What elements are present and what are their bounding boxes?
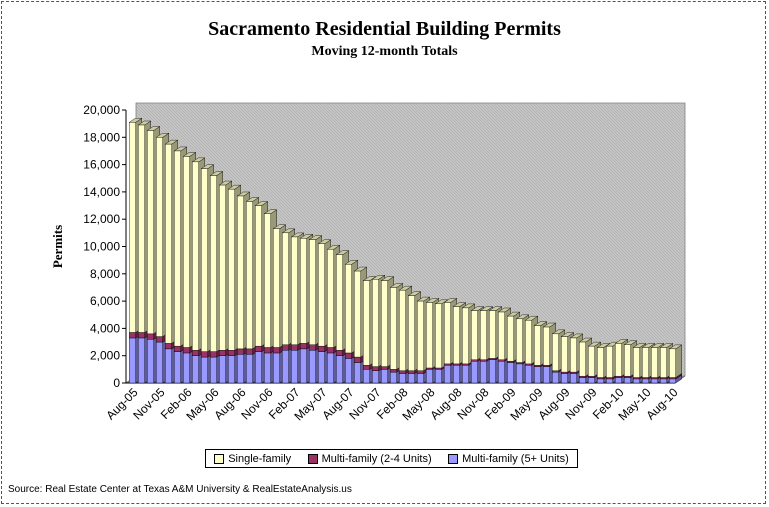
legend-swatch bbox=[448, 453, 459, 464]
y-tick-label: 16,000 bbox=[83, 158, 120, 172]
y-tick-label: 4,000 bbox=[90, 321, 120, 335]
y-tick-label: 0 bbox=[113, 376, 120, 390]
legend-item: Multi-family (2-4 Units) bbox=[307, 452, 432, 465]
legend-item: Multi-family (5+ Units) bbox=[448, 453, 569, 465]
y-tick-label: 8,000 bbox=[90, 267, 120, 281]
chart-legend: Single-family Multi-family (2-4 Units) Mul… bbox=[205, 449, 578, 468]
chart-subtitle: Moving 12-month Totals bbox=[311, 44, 458, 59]
y-axis-label: Permits bbox=[50, 225, 65, 268]
y-tick-label: 6,000 bbox=[90, 294, 120, 308]
legend-label: Single-family bbox=[228, 452, 292, 465]
y-tick-label: 2,000 bbox=[90, 349, 120, 363]
legend-swatch bbox=[307, 453, 318, 464]
bar-segment bbox=[668, 344, 683, 378]
legend-label: Multi-family (5+ Units) bbox=[462, 452, 569, 465]
legend-item: Single-family bbox=[214, 453, 291, 465]
legend-swatch bbox=[214, 453, 225, 464]
y-tick-label: 10,000 bbox=[83, 240, 120, 254]
y-tick-label: 14,000 bbox=[83, 185, 120, 199]
y-tick-label: 12,000 bbox=[83, 212, 120, 226]
chart-title: Sacramento Residential Building Permits bbox=[208, 18, 561, 40]
y-tick-label: 18,000 bbox=[83, 130, 120, 144]
legend-label: Multi-family (2-4 Units) bbox=[321, 452, 432, 465]
source-note: Source: Real Estate Center at Texas A&M … bbox=[8, 484, 352, 495]
y-tick-label: 20,000 bbox=[83, 103, 120, 117]
